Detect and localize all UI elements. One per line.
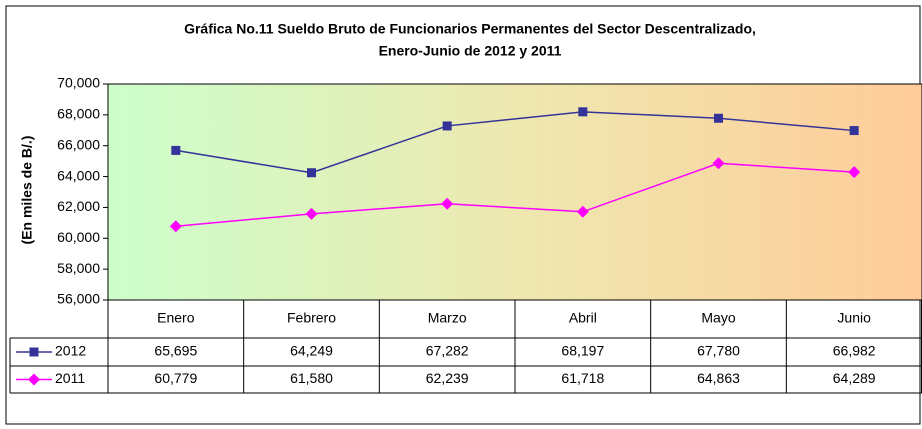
table-value: 68,197 [561,343,604,359]
table-value: 61,718 [561,370,604,386]
x-tick-label: Marzo [428,310,467,326]
point [849,126,859,136]
series-line [175,111,855,174]
table-value: 64,863 [697,370,740,386]
point [578,107,588,117]
y-tick-label: 70,000 [57,75,100,91]
x-tick-label: Febrero [287,310,336,326]
point [714,113,723,123]
table-value: 67,780 [697,343,740,359]
x-tick-label: Abril [569,310,597,326]
point [441,197,454,210]
series-line [175,162,855,228]
y-tick-label: 56,000 [57,291,100,307]
table-value: 66,982 [833,343,876,359]
point [712,157,725,170]
y-tick-label: 60,000 [57,229,100,245]
plot-area [107,83,922,301]
legend-label: 2012 [55,343,86,359]
y-axis-label: (En miles de B/.) [19,136,35,245]
point [442,121,452,131]
legend-label: 2011 [55,370,85,386]
point [305,207,318,220]
x-tick-label: Junio [837,310,871,326]
chart-title: Gráfica No.11 Sueldo Bruto de Funcionari… [184,21,756,37]
y-tick-label: 62,000 [57,198,100,214]
point [171,145,181,155]
x-tick-label: Enero [157,310,195,326]
table-value: 61,580 [290,370,333,386]
table-value: 62,239 [426,370,469,386]
y-tick-label: 68,000 [57,106,100,122]
table-value: 65,695 [154,343,197,359]
chart-subtitle: Enero-Junio de 2012 y 2011 [379,43,562,59]
table-value: 64,249 [290,343,333,359]
point [848,166,861,179]
legend-marker [29,347,39,357]
x-tick-label: Mayo [701,310,735,326]
point [169,220,182,233]
point [576,205,589,218]
y-tick-label: 66,000 [57,136,100,152]
y-tick-label: 58,000 [57,260,100,276]
y-tick-label: 64,000 [57,167,100,183]
legend-marker [28,373,40,386]
table-value: 64,289 [833,370,876,386]
table-value: 60,779 [154,370,197,386]
table-value: 67,282 [426,343,469,359]
point [307,168,316,178]
